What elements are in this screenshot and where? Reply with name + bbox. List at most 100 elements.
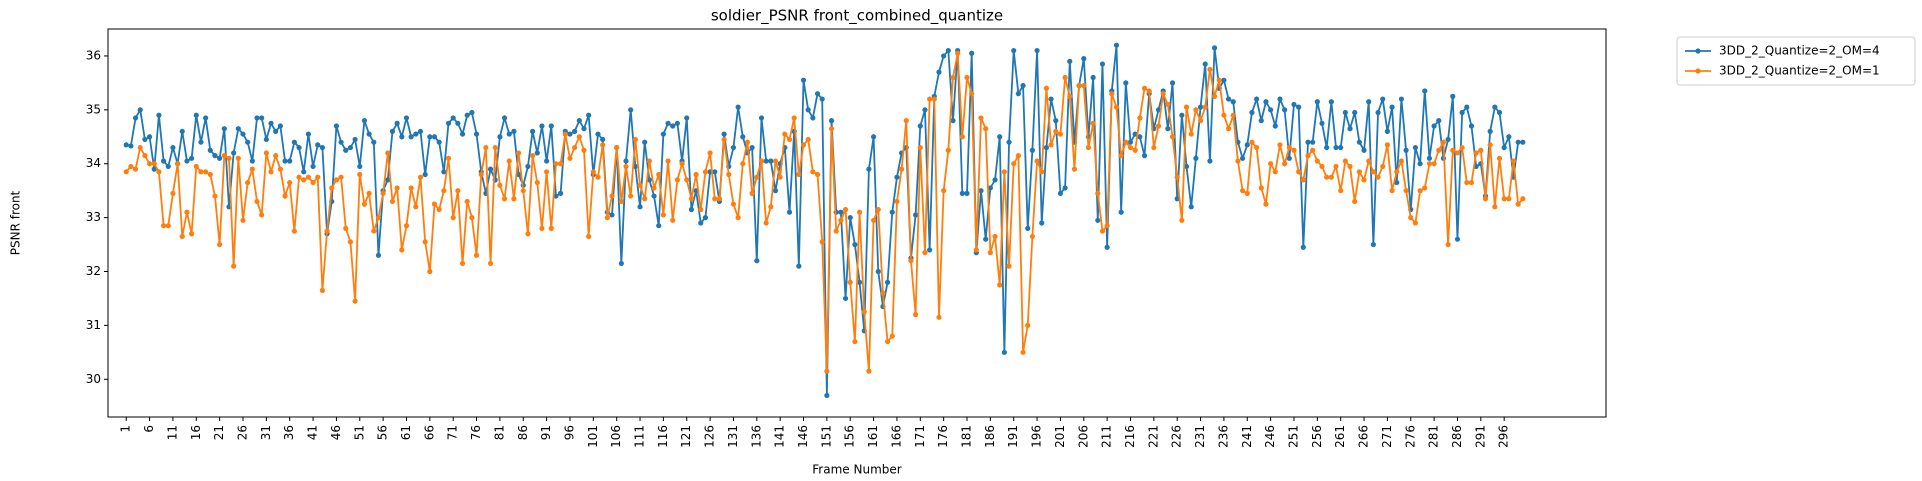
data-point — [361, 118, 368, 124]
data-point — [1338, 144, 1344, 151]
data-point — [978, 188, 984, 194]
data-point — [917, 144, 923, 151]
data-point — [1366, 99, 1372, 105]
data-point — [567, 131, 573, 137]
data-point — [595, 174, 601, 180]
data-point — [1118, 209, 1124, 215]
data-point — [1305, 153, 1311, 159]
data-point — [240, 131, 246, 137]
data-point — [889, 333, 895, 339]
data-point — [478, 171, 484, 178]
x-tick-label: 66 — [422, 425, 436, 440]
data-point — [525, 231, 531, 237]
data-point — [1417, 188, 1423, 194]
data-point — [450, 215, 456, 221]
legend-box — [1676, 36, 1916, 86]
data-point — [436, 139, 442, 145]
data-point — [744, 139, 751, 145]
data-point — [1506, 134, 1512, 140]
data-point — [1160, 91, 1166, 97]
data-point — [422, 171, 428, 178]
data-point — [413, 131, 419, 137]
data-point — [226, 155, 232, 161]
data-point — [403, 115, 410, 121]
data-point — [483, 144, 489, 151]
data-point — [772, 158, 779, 164]
data-point — [1464, 179, 1470, 186]
data-point — [828, 126, 835, 132]
data-point — [1062, 185, 1068, 191]
data-point — [422, 239, 428, 245]
data-point — [1422, 88, 1428, 94]
data-point — [436, 206, 442, 213]
data-point — [1053, 118, 1059, 124]
data-point — [534, 179, 540, 186]
data-point — [179, 128, 185, 134]
data-point — [1127, 139, 1134, 145]
data-point — [142, 153, 148, 159]
data-point — [1515, 139, 1521, 145]
data-point — [1085, 144, 1092, 151]
data-point — [445, 155, 452, 161]
data-point — [539, 123, 545, 129]
data-point — [1249, 139, 1255, 145]
data-point — [1389, 188, 1395, 194]
data-point — [997, 282, 1003, 288]
data-point — [651, 185, 657, 191]
x-tick-label: 96 — [562, 425, 576, 440]
data-point — [305, 174, 311, 180]
data-point — [913, 312, 919, 318]
data-point — [1291, 147, 1297, 153]
data-point — [656, 223, 662, 229]
data-point — [525, 163, 531, 170]
data-point — [1314, 99, 1320, 105]
y-tick-label: 36 — [86, 48, 101, 62]
data-point — [189, 155, 195, 161]
data-point — [1272, 123, 1278, 129]
data-point — [1239, 155, 1246, 161]
data-point — [749, 190, 755, 196]
data-point — [1459, 144, 1465, 151]
data-point — [1179, 217, 1185, 223]
x-tick-label: 281 — [1427, 425, 1441, 448]
data-point — [371, 228, 377, 234]
data-point — [291, 228, 297, 234]
data-point — [1188, 204, 1194, 210]
data-point — [637, 204, 643, 210]
data-point — [1403, 188, 1409, 194]
data-point — [352, 298, 358, 304]
data-point — [1352, 109, 1358, 116]
data-point — [1305, 139, 1311, 145]
data-point — [609, 193, 615, 199]
data-point — [427, 134, 433, 140]
data-point — [1090, 74, 1096, 81]
data-point — [950, 74, 956, 81]
data-point — [1193, 107, 1199, 113]
data-point — [1123, 80, 1129, 86]
legend-marker — [1695, 68, 1701, 74]
data-point — [590, 169, 596, 175]
data-point — [399, 247, 405, 253]
data-point — [1375, 174, 1381, 180]
data-point — [1081, 82, 1087, 89]
data-point — [198, 139, 204, 145]
data-point — [315, 142, 321, 148]
data-point — [936, 314, 942, 320]
data-point — [1389, 104, 1395, 110]
data-point — [548, 123, 554, 129]
x-tick-label: 11 — [165, 425, 179, 440]
data-point — [305, 131, 311, 137]
x-tick-label: 196 — [1030, 425, 1044, 448]
data-point — [987, 185, 993, 191]
data-point — [749, 144, 755, 151]
data-point — [558, 161, 564, 167]
data-point — [287, 179, 293, 186]
data-point — [1141, 85, 1148, 91]
x-tick-label: 216 — [1123, 425, 1137, 448]
data-point — [174, 161, 181, 167]
data-point — [740, 134, 746, 140]
data-point — [231, 150, 237, 156]
data-point — [315, 174, 321, 180]
data-point — [786, 209, 793, 215]
data-point — [670, 217, 676, 223]
